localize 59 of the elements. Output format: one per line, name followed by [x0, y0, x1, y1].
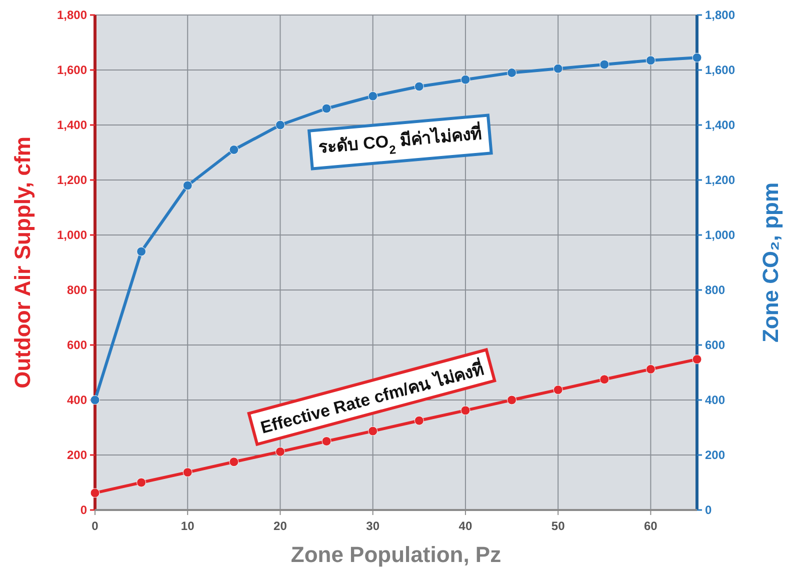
- point: [646, 56, 656, 66]
- point: [553, 64, 563, 74]
- y2-axis-title: Zone CO₂, ppm: [758, 182, 783, 343]
- x-axis-title: Zone Population, Pz: [290, 542, 502, 567]
- y2-tick-label: 1,000: [705, 228, 736, 242]
- point: [507, 68, 517, 78]
- point: [600, 374, 610, 384]
- point: [692, 354, 702, 364]
- point: [275, 120, 285, 130]
- y-tick-label: 400: [66, 393, 88, 407]
- point: [182, 468, 192, 478]
- point: [646, 364, 656, 374]
- y-tick-label: 800: [66, 283, 88, 297]
- point: [460, 406, 470, 416]
- y2-tick-label: 600: [705, 338, 726, 352]
- y-tick-label: 1,200: [56, 173, 88, 187]
- point: [136, 246, 146, 256]
- y2-tick-label: 800: [705, 283, 726, 297]
- point: [90, 395, 100, 405]
- y2-tick-label: 1,200: [705, 173, 736, 187]
- x-tick-label: 50: [551, 519, 566, 533]
- point: [692, 52, 702, 62]
- y2-tick-label: 200: [705, 448, 726, 462]
- y-tick-label: 1,400: [56, 118, 88, 132]
- y-tick-label: 1,600: [56, 63, 88, 77]
- point: [322, 104, 332, 114]
- point: [368, 91, 378, 101]
- point: [600, 60, 610, 70]
- y-tick-label: 1,000: [56, 228, 88, 242]
- x-tick-label: 40: [458, 519, 472, 533]
- y-tick-label: 1,800: [56, 8, 88, 22]
- annotation: ระดับ CO$_{2}$ มีค่าไม่คงที่: [318, 120, 482, 158]
- point: [507, 395, 517, 405]
- point: [90, 488, 100, 498]
- y-tick-label: 200: [66, 448, 88, 462]
- point: [275, 446, 285, 456]
- point: [460, 74, 470, 84]
- y2-tick-label: 0: [705, 503, 712, 517]
- point: [136, 478, 146, 488]
- point: [414, 416, 424, 426]
- point: [553, 385, 563, 395]
- x-tick-label: 10: [180, 519, 195, 533]
- point: [414, 82, 424, 92]
- y2-tick-label: 1,400: [705, 118, 736, 132]
- x-tick-label: 60: [644, 519, 658, 533]
- x-tick-label: 30: [366, 519, 380, 533]
- y2-tick-label: 1,600: [705, 63, 736, 77]
- y2-tick-label: 400: [705, 393, 726, 407]
- y-tick-label: 0: [80, 503, 88, 517]
- y-axis-title: Outdoor Air Supply, cfm: [10, 136, 35, 388]
- y2-tick-label: 1,800: [705, 8, 736, 22]
- point: [368, 426, 378, 436]
- point: [229, 145, 239, 154]
- point: [182, 180, 192, 190]
- x-tick-label: 20: [274, 519, 288, 533]
- y-tick-label: 600: [66, 338, 88, 352]
- x-tick-label: 0: [92, 519, 99, 533]
- point: [229, 457, 239, 467]
- point: [322, 436, 332, 446]
